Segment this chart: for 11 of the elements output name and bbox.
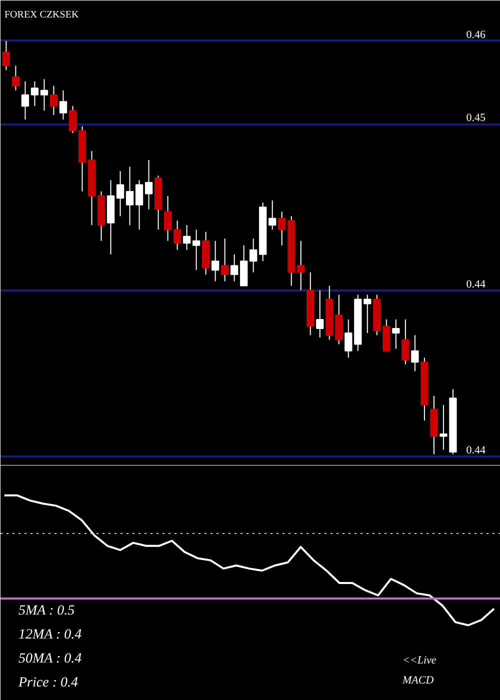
y-tick-label: 0.44 [466, 278, 486, 290]
text: 50MA : 0.4 [18, 652, 82, 666]
text: MACD [402, 674, 434, 686]
text: <<Live [402, 654, 436, 666]
y-tick-label: 0.46 [466, 28, 486, 41]
y-tick-label: 0.44 [466, 444, 486, 457]
y-tick-label: 0.45 [466, 112, 486, 124]
text: Price : 0.4 [18, 676, 78, 690]
text: 12MA : 0.4 [18, 628, 82, 642]
annotation: 5MA : 0.5 [18, 604, 75, 618]
text: FOREX CZKSEK [4, 10, 80, 20]
